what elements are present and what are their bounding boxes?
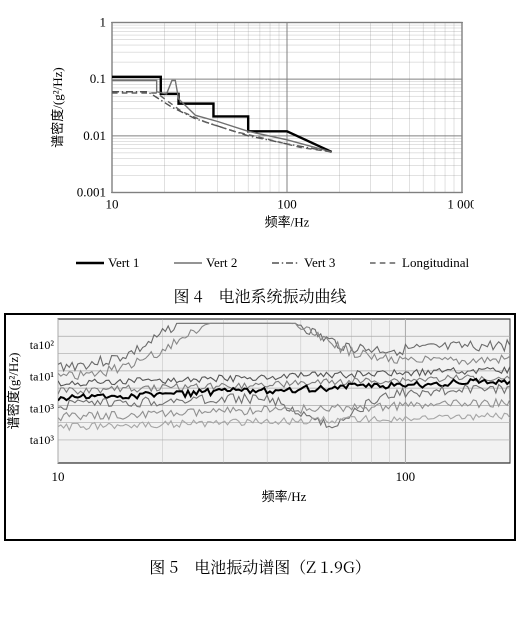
svg-text:谱密度/(g²/Hz): 谱密度/(g²/Hz) <box>50 67 65 147</box>
svg-text:ta10¹: ta10¹ <box>30 370 55 384</box>
figure-5-chart: ta10² ta10¹ ta10³ ta10³ 10 100 频率/Hz 谱密度(g²/Hz) <box>4 313 516 541</box>
svg-text:10: 10 <box>52 469 65 484</box>
svg-text:ta10³: ta10³ <box>30 433 55 447</box>
svg-text:谱密度(g²/Hz): 谱密度(g²/Hz) <box>6 353 21 430</box>
svg-text:频率/Hz: 频率/Hz <box>265 215 310 230</box>
figure-4-chart: 10 100 1 000 0.001 0.01 0.1 1 频率/Hz 谱密度/(g²/Hz) <box>44 8 474 248</box>
svg-text:100: 100 <box>396 469 416 484</box>
svg-text:0.1: 0.1 <box>90 71 106 86</box>
svg-text:频率/Hz: 频率/Hz <box>262 489 307 504</box>
svg-text:0.001: 0.001 <box>77 185 106 200</box>
figure-5: ta10² ta10¹ ta10³ ta10³ 10 100 频率/Hz 谱密度(g²/Hz)… <box>4 307 516 578</box>
figure-5-caption: 图 5 电池振动谱图（Z 1.9G） <box>4 555 516 578</box>
svg-text:1: 1 <box>100 15 107 30</box>
svg-text:Vert 3: Vert 3 <box>304 255 335 270</box>
svg-text:100: 100 <box>277 197 297 212</box>
svg-text:0.01: 0.01 <box>83 128 106 143</box>
svg-text:Vert 1: Vert 1 <box>108 255 139 270</box>
figure-4: 101001 0000.0010.010.11频率/Hz谱密度/(g²/Hz) … <box>4 4 516 307</box>
svg-text:Vert 2: Vert 2 <box>206 255 237 270</box>
figure-4-legend: Vert 1 Vert 2 Vert 3 Longitudinal <box>44 250 476 276</box>
svg-text:1 000: 1 000 <box>447 197 474 212</box>
svg-text:10: 10 <box>106 197 119 212</box>
svg-text:ta10²: ta10² <box>30 338 55 352</box>
figure-4-caption: 图 4 电池系统振动曲线 <box>44 284 476 307</box>
svg-text:ta10³: ta10³ <box>30 401 55 415</box>
svg-text:Longitudinal: Longitudinal <box>402 255 470 270</box>
